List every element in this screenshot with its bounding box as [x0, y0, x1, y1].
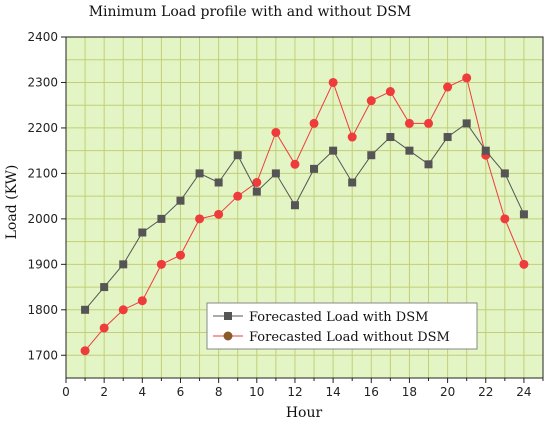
- data-point: [290, 201, 299, 210]
- data-point: [195, 169, 204, 178]
- data-point: [138, 228, 147, 237]
- y-tick-label: 1900: [27, 257, 58, 271]
- series-without-dsm: [80, 73, 529, 356]
- data-point: [157, 214, 166, 223]
- data-point: [367, 151, 376, 160]
- data-point: [405, 146, 414, 155]
- x-tick-label: 10: [249, 385, 264, 399]
- legend-item: Forecasted Load with DSM: [213, 310, 428, 325]
- legend-marker: [223, 331, 233, 341]
- y-tick-label: 2200: [27, 121, 58, 135]
- y-tick-label: 2300: [27, 75, 58, 89]
- data-point: [348, 178, 357, 187]
- data-point: [252, 177, 262, 187]
- legend-marker: [224, 312, 232, 320]
- y-axis-title: Load (KW): [4, 165, 20, 240]
- data-point: [462, 73, 472, 83]
- data-point: [100, 283, 109, 292]
- y-tick-label: 2100: [27, 166, 58, 180]
- data-point: [443, 133, 452, 142]
- axis-ticks: 0 2 4 6 8 10 12 14 16 18 20 22 241700180019002000210…: [27, 30, 544, 399]
- y-tick-label: 1800: [27, 303, 58, 317]
- x-tick-label: 24: [516, 385, 531, 399]
- data-point: [404, 118, 414, 128]
- data-point: [385, 87, 395, 97]
- x-tick-label: 22: [478, 385, 493, 399]
- data-point: [176, 196, 185, 205]
- data-point: [214, 178, 223, 187]
- legend: Forecasted Load with DSM Forecasted Load …: [206, 302, 478, 350]
- data-point: [328, 77, 338, 87]
- x-axis-title: Hour: [286, 405, 323, 421]
- x-tick-label: 20: [440, 385, 455, 399]
- data-point: [443, 82, 453, 92]
- series-with-dsm: [81, 119, 528, 314]
- x-tick-label: 6: [177, 385, 185, 399]
- data-point: [118, 305, 128, 315]
- data-point: [481, 146, 490, 155]
- data-point: [310, 164, 319, 173]
- data-point: [81, 305, 90, 314]
- x-tick-label: 14: [325, 385, 340, 399]
- data-point: [290, 159, 300, 169]
- chart-title: Minimum Load profile with and without DS…: [89, 4, 412, 20]
- data-point: [500, 214, 510, 224]
- x-tick-label: 12: [287, 385, 302, 399]
- x-tick-label: 16: [364, 385, 379, 399]
- series-layer: [80, 73, 529, 356]
- data-point: [271, 127, 281, 137]
- data-point: [271, 169, 280, 178]
- data-point: [424, 160, 433, 169]
- data-point: [519, 210, 528, 219]
- data-point: [252, 187, 261, 196]
- data-point: [519, 259, 529, 269]
- legend-box: [206, 302, 478, 350]
- data-point: [156, 259, 166, 269]
- data-point: [137, 296, 147, 306]
- data-point: [309, 118, 319, 128]
- y-tick-label: 2000: [27, 212, 58, 226]
- x-tick-label: 2: [100, 385, 108, 399]
- data-point: [80, 346, 90, 356]
- legend-label: Forecasted Load without DSM: [249, 330, 450, 345]
- data-point: [233, 151, 242, 160]
- data-point: [329, 146, 338, 155]
- data-point: [119, 260, 128, 269]
- data-point: [500, 169, 509, 178]
- data-point: [386, 133, 395, 142]
- data-point: [366, 96, 376, 106]
- data-point: [424, 118, 434, 128]
- y-tick-label: 2400: [27, 30, 58, 44]
- data-point: [347, 132, 357, 142]
- data-point: [233, 191, 243, 201]
- plot-frame: [65, 36, 544, 379]
- data-point: [175, 250, 185, 260]
- x-tick-label: 8: [215, 385, 223, 399]
- x-tick-label: 0: [62, 385, 70, 399]
- legend-label: Forecasted Load with DSM: [249, 310, 428, 325]
- legend-item: Forecasted Load without DSM: [213, 330, 450, 345]
- data-point: [214, 209, 224, 219]
- x-tick-label: 4: [138, 385, 146, 399]
- y-tick-label: 1700: [27, 348, 58, 362]
- data-point: [462, 119, 471, 128]
- x-tick-label: 18: [402, 385, 417, 399]
- data-point: [99, 323, 109, 333]
- data-point: [195, 214, 205, 224]
